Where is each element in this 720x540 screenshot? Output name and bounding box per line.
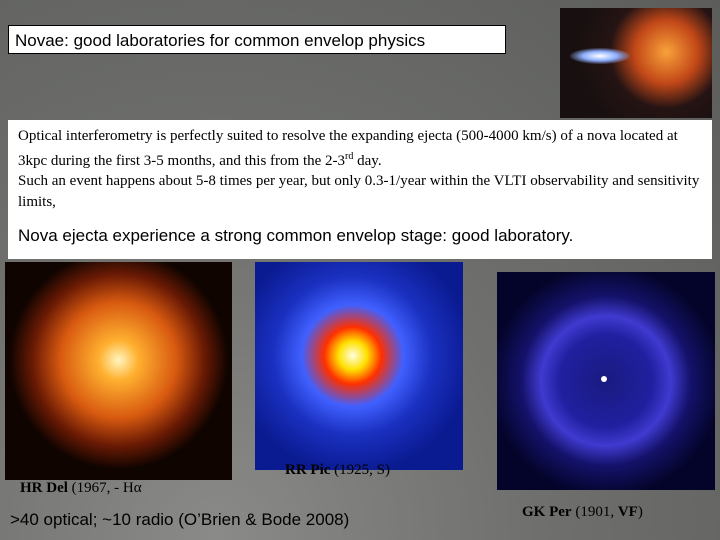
text: Optical interferometry is perfectly suit… bbox=[18, 128, 678, 169]
caption: HR Del (1967, - Hα bbox=[20, 480, 142, 497]
text-panel: Optical interferometry is perfectly suit… bbox=[8, 120, 712, 259]
accretion-disk bbox=[570, 48, 630, 64]
object-name: GK Per bbox=[522, 504, 572, 520]
paragraph: Such an event happens about 5-8 times pe… bbox=[18, 173, 700, 210]
superscript: rd bbox=[345, 150, 354, 162]
gk-per-image bbox=[497, 272, 715, 490]
caption: RR Pic (1925, S) bbox=[285, 462, 390, 479]
object-detail-strong: VF bbox=[617, 504, 638, 520]
object-detail: (1967, - Hα bbox=[71, 480, 142, 496]
hr-del-image bbox=[5, 262, 232, 480]
object-detail: (1901, bbox=[575, 504, 618, 520]
object-name: HR Del bbox=[20, 480, 68, 496]
object-detail: ) bbox=[637, 504, 643, 520]
central-star bbox=[601, 376, 607, 382]
highlight: Nova ejecta experience a strong common e… bbox=[18, 226, 574, 245]
object-detail: (1925, S) bbox=[334, 462, 390, 478]
object-name: RR Pic bbox=[285, 462, 331, 478]
nova-illustration bbox=[560, 8, 712, 118]
footnote: >40 optical; ~10 radio (O’Brien & Bode 2… bbox=[10, 510, 350, 529]
paragraph: Optical interferometry is perfectly suit… bbox=[18, 126, 702, 171]
text: day. bbox=[353, 152, 382, 169]
rr-pic-image bbox=[255, 262, 463, 470]
slide-title: Novae: good laboratories for common enve… bbox=[8, 25, 506, 54]
caption: GK Per (1901, VF) bbox=[522, 504, 643, 521]
